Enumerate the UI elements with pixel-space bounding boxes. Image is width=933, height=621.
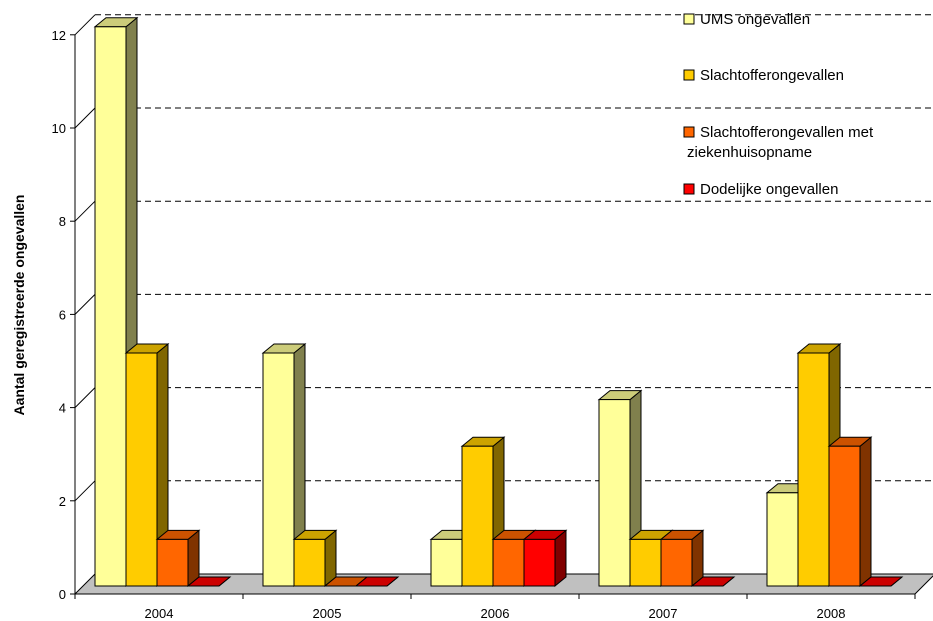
gridline-side: [74, 387, 96, 408]
y-tick-label: 10: [52, 121, 66, 136]
bar-front: [293, 538, 326, 587]
bar-front: [797, 352, 830, 587]
legend-swatch: [683, 69, 695, 81]
x-tick-label: 2005: [313, 606, 342, 621]
bar-front: [598, 399, 631, 587]
x-tick-label: 2004: [145, 606, 174, 621]
gridline-side: [74, 107, 96, 129]
bar-front: [461, 445, 494, 587]
bar-side: [554, 529, 567, 588]
bar: [292, 529, 338, 588]
bar: [690, 576, 736, 587]
y-tick-label: 8: [59, 214, 66, 229]
bar-front: [430, 538, 463, 587]
bar-front: [629, 538, 662, 587]
bar-side: [324, 529, 337, 588]
y-tick-label: 0: [59, 587, 66, 602]
bar: [155, 529, 201, 588]
gridlines: [74, 14, 933, 502]
gridline-side: [74, 14, 96, 36]
y-tick-label: 4: [59, 401, 66, 416]
bar: [354, 576, 400, 587]
bars: [93, 16, 904, 588]
bar-front: [94, 26, 127, 587]
bar-front: [660, 538, 693, 587]
bar-front: [766, 492, 799, 587]
legend-label: UMS ongevallen: [700, 11, 810, 28]
legend-label: Slachtofferongevallen met ziekenhuisopnam…: [687, 124, 874, 161]
bar: [460, 436, 506, 588]
gridline-side: [74, 294, 96, 315]
bar: [261, 342, 307, 588]
bar-front: [828, 445, 861, 587]
bar-top: [858, 576, 904, 587]
axes: 0 2 4 6 8 10 12 2004 2005 2006 2007 2008: [52, 28, 916, 621]
x-tick-label: 2008: [817, 606, 846, 621]
legend-swatch: [683, 13, 695, 25]
y-tick-label: 2: [59, 494, 66, 509]
bar: [522, 529, 568, 588]
bar-front: [523, 538, 556, 587]
bar-front: [125, 352, 158, 587]
bar-front: [262, 352, 295, 587]
bar-side: [859, 436, 872, 588]
x-tick-label: 2006: [481, 606, 510, 621]
bar-side: [187, 529, 200, 588]
bar-top: [354, 576, 400, 587]
bar: [659, 529, 705, 588]
bar-front: [156, 538, 189, 587]
bar-top: [186, 576, 232, 587]
x-tick-label: 2007: [649, 606, 678, 621]
bar: [858, 576, 904, 587]
legend-swatch: [683, 126, 695, 138]
bar-front: [492, 538, 525, 587]
bar-top: [690, 576, 736, 587]
bar: [827, 436, 873, 588]
bar: [186, 576, 232, 587]
bar-side: [691, 529, 704, 588]
gridline-side: [74, 480, 96, 502]
y-tick-label: 12: [52, 28, 66, 43]
legend: UMS ongevallen Slachtofferongevallen Slach…: [683, 11, 874, 198]
legend-swatch: [683, 183, 695, 195]
y-tick-label: 6: [59, 307, 66, 322]
legend-label: Dodelijke ongevallen: [700, 181, 838, 198]
legend-label: Slachtofferongevallen: [700, 67, 844, 84]
gridline-side: [74, 200, 96, 222]
y-axis-title: Aantal geregistreerde ongevallen: [11, 195, 27, 416]
bar: [124, 342, 170, 588]
